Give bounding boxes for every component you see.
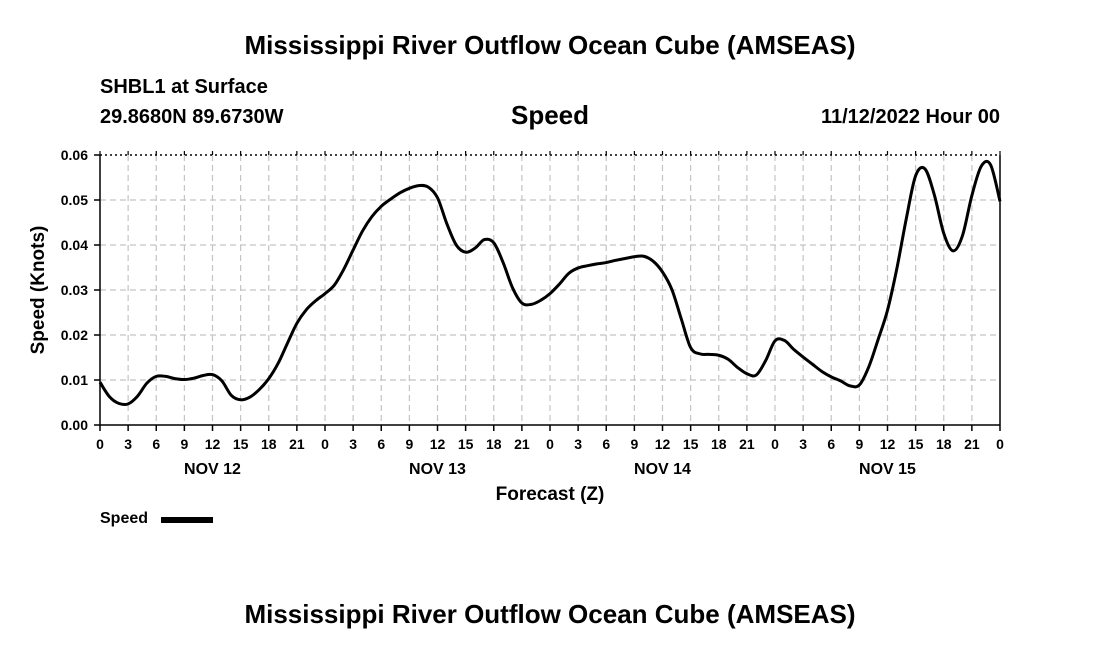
- x-tick-label: 0: [546, 436, 554, 452]
- station-label: SHBL1 at Surface: [100, 76, 268, 98]
- y-tick-label: 0.04: [61, 237, 88, 253]
- x-tick-label: 18: [936, 436, 952, 452]
- x-day-label: NOV 14: [634, 461, 691, 478]
- x-tick-label: 12: [655, 436, 671, 452]
- x-tick-label: 6: [152, 436, 160, 452]
- y-tick-label: 0.05: [61, 192, 88, 208]
- x-tick-label: 12: [880, 436, 896, 452]
- x-tick-label: 9: [180, 436, 188, 452]
- x-tick-label: 6: [827, 436, 835, 452]
- x-tick-label: 9: [855, 436, 863, 452]
- x-axis-title: Forecast (Z): [496, 484, 605, 505]
- legend-label: Speed: [100, 510, 149, 527]
- x-tick-label: 3: [574, 436, 582, 452]
- x-tick-label: 6: [602, 436, 610, 452]
- x-day-label: NOV 15: [859, 461, 916, 478]
- variable-title: Speed: [510, 100, 590, 130]
- x-tick-label: 0: [96, 436, 104, 452]
- x-tick-label: 0: [996, 436, 1004, 452]
- y-tick-label: 0.03: [61, 282, 88, 298]
- y-tick-label: 0.00: [61, 417, 88, 433]
- x-tick-label: 21: [739, 436, 755, 452]
- station-coordinates: 29.8680N 89.6730W: [100, 106, 284, 128]
- x-tick-label: 9: [405, 436, 413, 452]
- x-tick-label: 3: [799, 436, 807, 452]
- x-tick-label: 12: [430, 436, 446, 452]
- x-tick-label: 3: [124, 436, 132, 452]
- x-tick-label: 18: [486, 436, 502, 452]
- x-tick-label: 0: [321, 436, 329, 452]
- x-tick-label: 18: [711, 436, 727, 452]
- x-tick-label: 15: [908, 436, 924, 452]
- x-tick-label: 6: [377, 436, 385, 452]
- x-tick-label: 3: [349, 436, 357, 452]
- x-tick-label: 15: [683, 436, 699, 452]
- x-tick-label: 0: [771, 436, 779, 452]
- x-tick-label: 12: [205, 436, 221, 452]
- x-tick-label: 18: [261, 436, 277, 452]
- series-line-speed: [98, 159, 1002, 407]
- y-tick-label: 0.06: [61, 147, 88, 163]
- forecast-timestamp: 11/12/2022 Hour 00: [820, 106, 1000, 128]
- x-tick-label: 9: [630, 436, 638, 452]
- y-axis-title: Speed (Knots): [28, 226, 49, 355]
- chart-main-title: Mississippi River Outflow Ocean Cube (AM…: [244, 30, 856, 60]
- x-day-label: NOV 12: [184, 461, 241, 478]
- x-tick-label: 21: [289, 436, 305, 452]
- x-tick-label: 15: [458, 436, 474, 452]
- y-tick-label: 0.02: [61, 327, 88, 343]
- x-tick-label: 21: [964, 436, 980, 452]
- x-tick-label: 21: [514, 436, 530, 452]
- chart-footer-title: Mississippi River Outflow Ocean Cube (AM…: [244, 599, 856, 629]
- legend-line-swatch: [161, 517, 213, 523]
- x-tick-label: 15: [233, 436, 249, 452]
- x-day-label: NOV 13: [409, 461, 466, 478]
- y-tick-label: 0.01: [61, 372, 88, 388]
